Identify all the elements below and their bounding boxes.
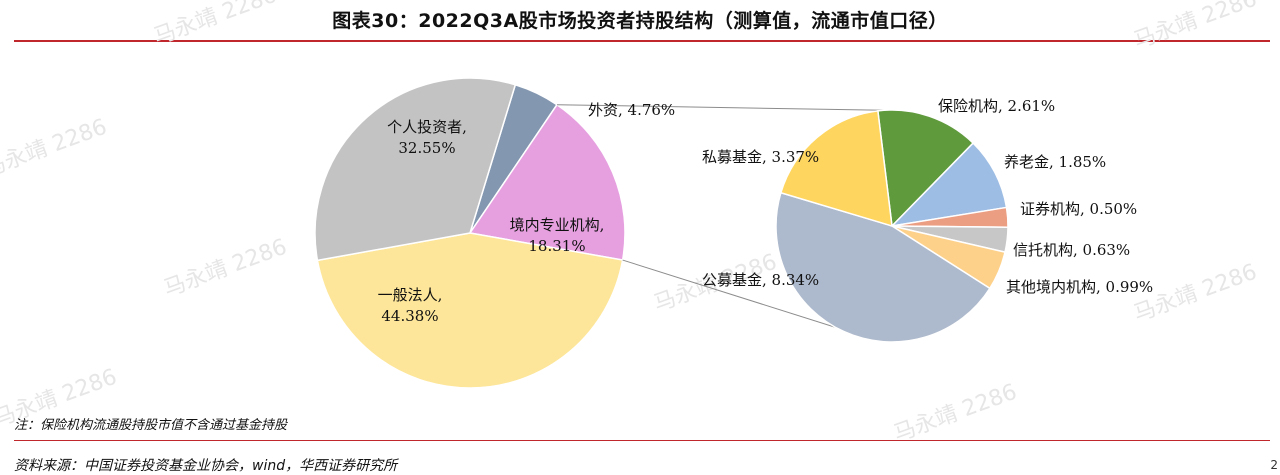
slice-labels: 外资, 4.76% 境内专业机构, 18.31% 一般法人, 44.38% 个人投资者, 3… [378, 97, 1154, 325]
page-number: 2 [1270, 458, 1278, 472]
footer-divider [14, 440, 1270, 441]
detail-pie-slice [877, 109, 975, 228]
chart-title: 图表30：2022Q3A股市场投资者持股结构（测算值，流通市值口径） [332, 10, 948, 32]
main-pie-label: 境内专业机构, 18.31% [510, 216, 605, 255]
detail-pie-slice [779, 110, 893, 228]
main-pie-slice [314, 77, 517, 262]
detail-pie-label: 证券机构, 0.50% [1020, 200, 1137, 218]
title-underline [14, 40, 1270, 42]
detail-pie-label: 信托机构, 0.63% [1013, 241, 1130, 259]
main-pie-label: 一般法人, 44.38% [378, 286, 443, 325]
main-pie-slice [316, 232, 624, 389]
main-pie-label: 个人投资者, 32.55% [387, 118, 467, 157]
pie-detail [775, 109, 1009, 343]
detail-pie-label: 其他境内机构, 0.99% [1006, 278, 1153, 296]
chart-note: 注：保险机构流通股持股市值不含通过基金持股 [14, 418, 288, 433]
main-pie-label: 外资, 4.76% [588, 101, 675, 119]
connector-line-top [556, 104, 884, 111]
pie-main [314, 77, 626, 389]
detail-pie-label: 保险机构, 2.61% [938, 97, 1055, 115]
detail-pie-label: 养老金, 1.85% [1004, 153, 1106, 171]
source-text: 资料来源：中国证券投资基金业协会，wind，华西证券研究所 [14, 458, 398, 474]
detail-pie-slice [889, 142, 1008, 228]
detail-pie-label: 私募基金, 3.37% [702, 148, 819, 166]
detail-pie-label: 公募基金, 8.34% [702, 271, 819, 289]
detail-pie-slice [775, 191, 991, 343]
main-pie-slice [468, 103, 626, 261]
